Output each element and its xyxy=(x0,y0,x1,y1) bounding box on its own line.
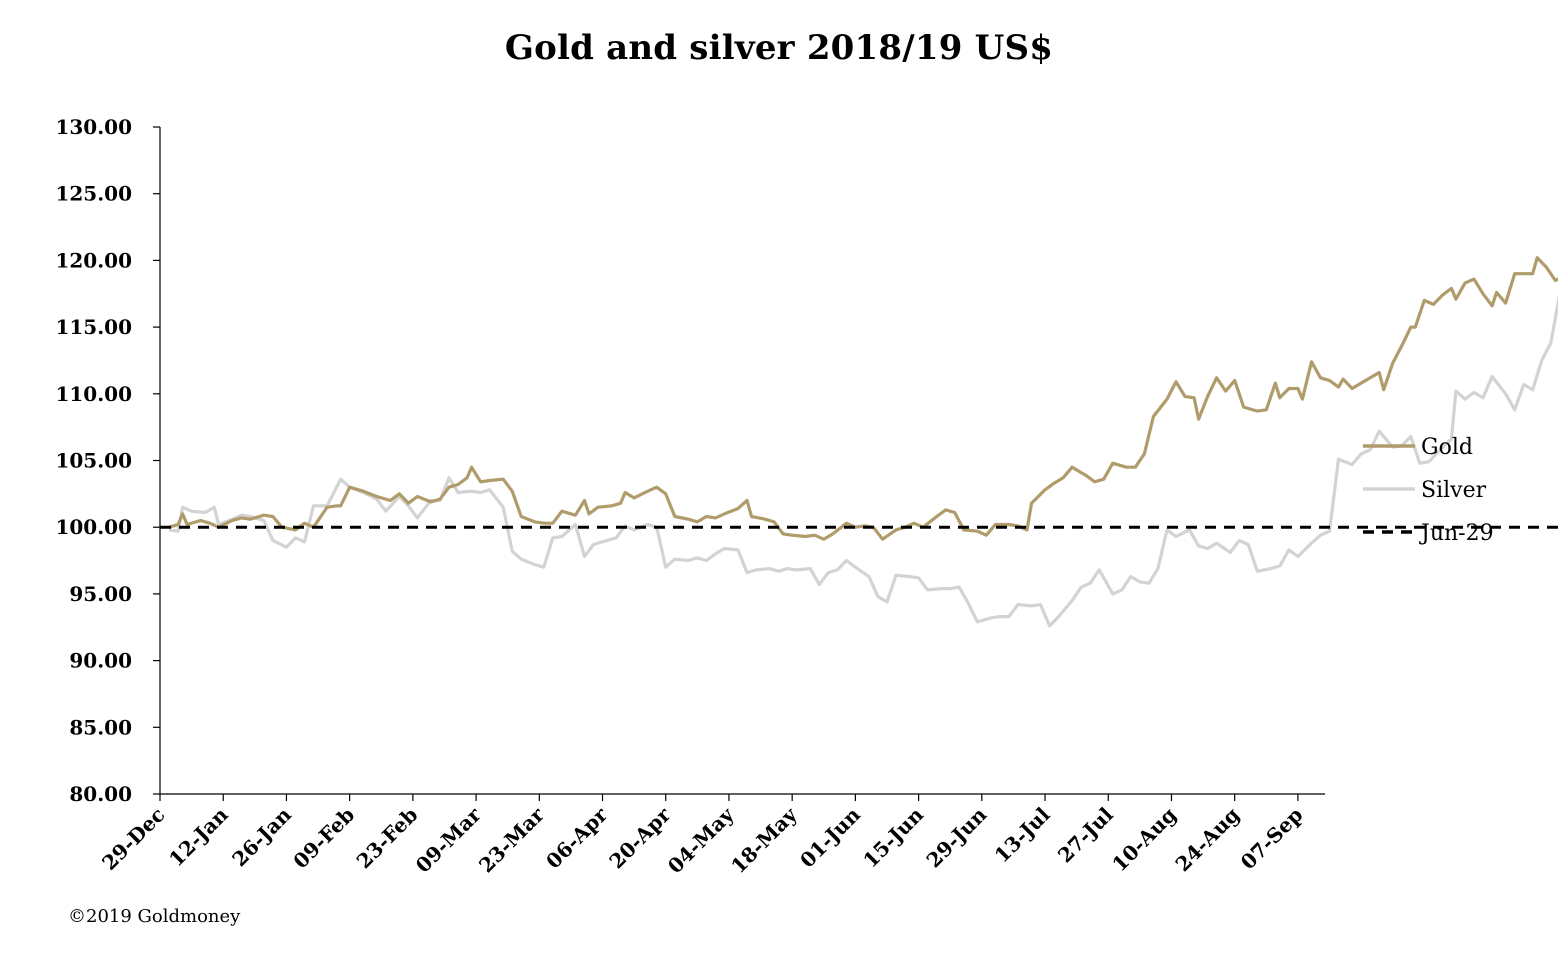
y-tick-label: 120.00 xyxy=(55,248,132,272)
x-tick-label: 29-Jun xyxy=(922,802,992,872)
x-tick-label: 13-Jul xyxy=(990,802,1055,867)
x-tick-label: 26-Jan xyxy=(227,802,296,871)
x-tick-label: 12-Jan xyxy=(164,802,233,871)
legend-label: Jun-29 xyxy=(1419,521,1494,546)
y-tick-label: 110.00 xyxy=(55,382,132,406)
x-tick-label: 23-Mar xyxy=(474,802,549,877)
series-line-silver xyxy=(168,294,1558,628)
x-tick-label: 18-May xyxy=(726,802,803,879)
x-tick-label: 24-Aug xyxy=(1171,803,1245,877)
y-tick-label: 90.00 xyxy=(69,649,132,673)
x-tick-label: 04-May xyxy=(663,802,740,879)
y-tick-label: 105.00 xyxy=(55,449,132,473)
y-tick-label: 115.00 xyxy=(55,315,132,339)
y-tick-label: 125.00 xyxy=(55,182,132,206)
x-tick-label: 09-Mar xyxy=(411,802,486,877)
y-tick-label: 80.00 xyxy=(69,782,132,806)
x-tick-label: 06-Apr xyxy=(541,802,612,873)
legend-label: Gold xyxy=(1421,435,1473,460)
copyright-notice: ©2019 Goldmoney xyxy=(68,906,241,927)
x-tick-label: 10-Aug xyxy=(1107,803,1181,877)
x-tick-label: 29-Dec xyxy=(97,803,169,875)
y-tick-label: 130.00 xyxy=(55,115,132,139)
x-tick-label: 01-Jun xyxy=(795,802,865,872)
y-tick-label: 100.00 xyxy=(55,515,132,539)
x-tick-label: 15-Jun xyxy=(858,802,928,872)
chart-legend: Gold Silver Jun-29 xyxy=(1363,435,1494,546)
chart-title: Gold and silver 2018/19 US$ xyxy=(504,28,1054,68)
series-line-gold xyxy=(168,256,1558,541)
x-tick-label: 07-Sep xyxy=(1236,803,1308,875)
legend-label: Silver xyxy=(1421,478,1487,503)
chart-axes: 80.00 85.00 90.00 95.00 100.00 105.00 110.00 11… xyxy=(55,115,1325,878)
x-tick-label: 09-Feb xyxy=(289,803,360,874)
y-tick-label: 95.00 xyxy=(69,582,132,606)
chart-series xyxy=(160,256,1558,628)
y-tick-label: 85.00 xyxy=(69,715,132,739)
